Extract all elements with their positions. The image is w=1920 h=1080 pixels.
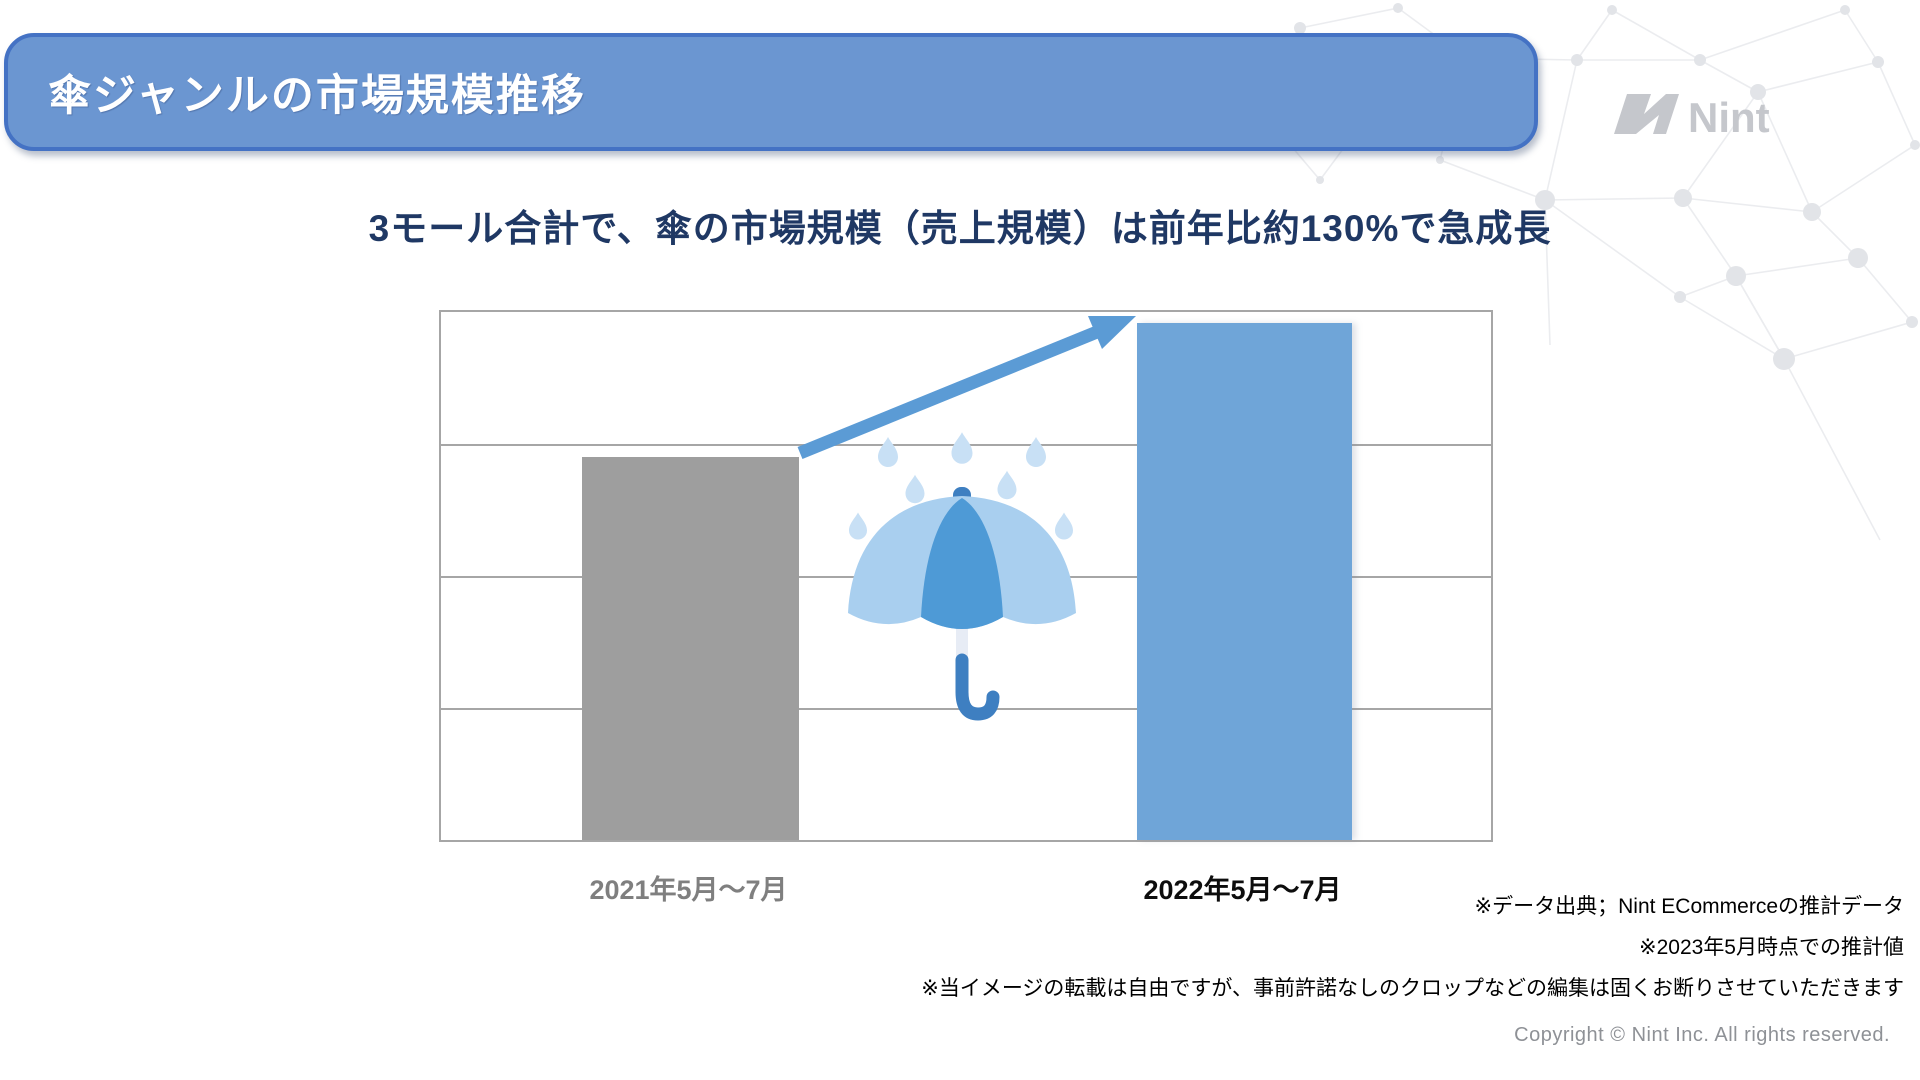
footnote-estimate-date: ※2023年5月時点での推計値	[1639, 936, 1904, 959]
nint-logo-text: Nint	[1688, 94, 1770, 141]
bar-2021	[582, 457, 799, 840]
x-axis-label-2021: 2021年5月～7月	[589, 875, 788, 905]
bar-2022	[1137, 323, 1352, 840]
x-axis-label-2022: 2022年5月～7月	[1143, 875, 1342, 905]
footnote-usage-terms: ※当イメージの転載は自由ですが、事前許諾なしのクロップなどの編集は固くお断りさせ…	[921, 977, 1904, 1000]
footnote-data-source: ※データ出典；Nint ECommerceの推計データ	[1474, 895, 1904, 918]
header-banner: 傘ジャンルの市場規模推移	[4, 33, 1538, 151]
copyright: Copyright © Nint Inc. All rights reserve…	[1514, 1024, 1890, 1046]
subtitle: 3モール合計で、傘の市場規模（売上規模）は前年比約130%で急成長	[368, 208, 1552, 249]
nint-logo: Nint	[1614, 94, 1770, 141]
page-title: 傘ジャンルの市場規模推移	[48, 72, 586, 120]
nint-logo-mark	[1614, 94, 1679, 134]
footnotes: ※データ出典；Nint ECommerceの推計データ ※2023年5月時点での…	[804, 886, 1904, 1009]
bar-chart-plot-area	[439, 310, 1493, 842]
